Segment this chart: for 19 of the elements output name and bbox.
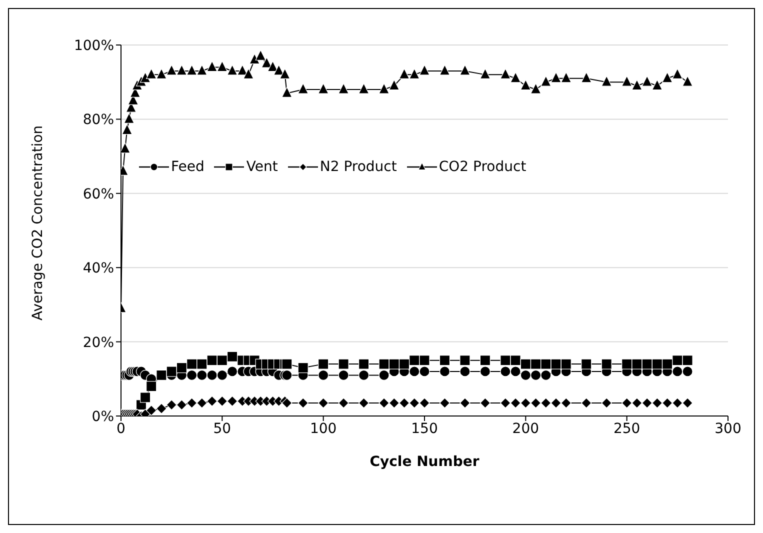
legend-label: CO2 Product bbox=[438, 159, 526, 175]
legend-label: Vent bbox=[246, 159, 278, 175]
y-tick-label: 80% bbox=[82, 112, 114, 128]
y-tick-label: 0% bbox=[92, 408, 114, 425]
x-tick-label: 250 bbox=[613, 420, 640, 437]
x-axis-title: Cycle Number bbox=[370, 454, 480, 470]
y-tick-label: 20% bbox=[82, 334, 114, 351]
legend-label: Feed bbox=[171, 159, 204, 175]
y-tick-label: 100% bbox=[74, 38, 114, 54]
x-tick-label: 200 bbox=[512, 420, 540, 437]
x-tick-label: 50 bbox=[213, 420, 232, 437]
x-tick-label: 100 bbox=[310, 420, 337, 437]
y-axis-title: Average CO2 Concentration bbox=[30, 125, 46, 320]
x-tick-label: 0 bbox=[116, 420, 126, 437]
y-tick-label: 40% bbox=[82, 260, 114, 277]
x-tick-label: 300 bbox=[714, 420, 742, 437]
y-tick-label: 60% bbox=[82, 186, 114, 202]
x-tick-label: 150 bbox=[411, 420, 438, 437]
legend-label: N2 Product bbox=[320, 159, 397, 175]
